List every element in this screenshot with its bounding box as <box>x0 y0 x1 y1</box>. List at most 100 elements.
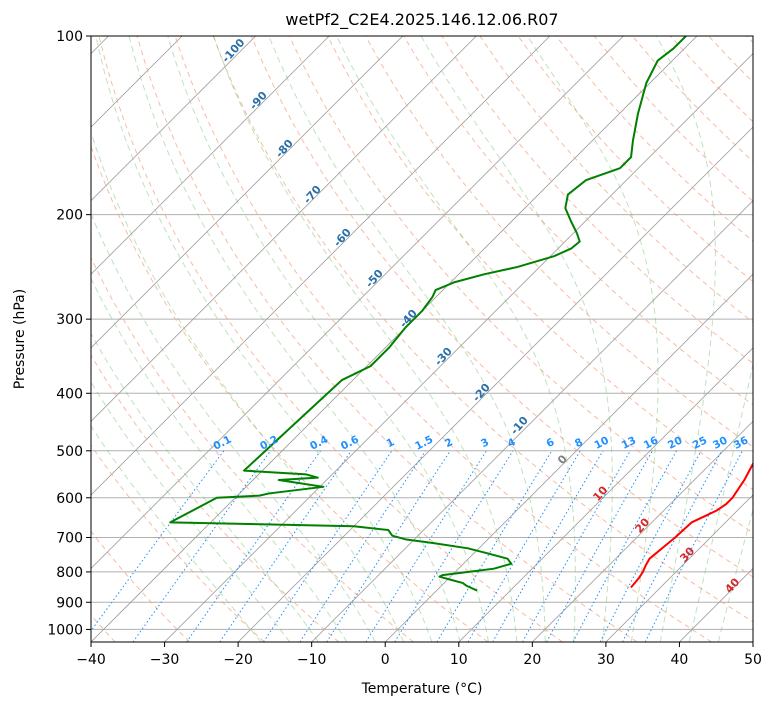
moist-adiabat <box>91 212 376 642</box>
y-tick-label: 400 <box>56 386 83 402</box>
y-axis-label: Pressure (hPa) <box>12 289 28 389</box>
mixing-ratio-label: 1.5 <box>413 434 435 453</box>
mixing-ratio-line <box>644 450 743 642</box>
dry-adiabat <box>212 36 753 623</box>
x-tick-label: −20 <box>223 652 253 668</box>
dry-adiabat <box>98 36 563 642</box>
mixing-ratio-line <box>219 450 352 642</box>
moist-adiabat <box>336 36 576 642</box>
sounding-profiles <box>169 36 753 592</box>
mixing-ratio-lines <box>91 450 743 642</box>
dry-adiabat-label: 10 <box>590 483 610 503</box>
isotherm <box>91 36 256 202</box>
dry-adiabat-label: 30 <box>677 544 697 564</box>
moist-adiabat <box>420 36 613 642</box>
dry-adiabat-label: -10 <box>508 414 531 438</box>
mixing-ratio-line <box>186 450 321 642</box>
moist-adiabat <box>268 36 546 642</box>
moist-adiabat <box>213 36 518 642</box>
dry-adiabat <box>91 444 265 642</box>
mixing-ratio-line <box>299 450 426 642</box>
dry-adiabat <box>631 36 753 162</box>
moist-adiabat <box>95 36 433 642</box>
dry-adiabat <box>174 36 713 642</box>
mixing-ratio-label: 0.2 <box>258 434 280 453</box>
dewpoint-profile <box>169 36 687 592</box>
isotherm <box>91 36 624 570</box>
y-tick-label: 100 <box>56 29 83 45</box>
dry-adiabat <box>403 36 753 406</box>
dry-adiabat <box>91 530 191 642</box>
x-tick-label: 30 <box>597 652 615 668</box>
mixing-ratio-label: 6 <box>544 436 556 450</box>
isotherm <box>384 273 753 642</box>
mixing-ratio-label: 4 <box>506 436 518 450</box>
pressure-gridlines <box>91 36 753 630</box>
mixing-ratio-line <box>263 450 393 642</box>
x-tick-label: −10 <box>297 652 327 668</box>
mixing-ratio-label: 16 <box>642 434 660 451</box>
mixing-ratio-label: 30 <box>711 434 729 451</box>
mixing-ratio-label: 0.4 <box>308 434 330 453</box>
dry-adiabat <box>91 145 489 642</box>
dry-adiabat-label: -40 <box>397 307 420 331</box>
dry-adiabat <box>136 36 638 642</box>
mixing-ratio-line <box>91 450 225 632</box>
mixing-ratio-label: 10 <box>592 434 610 451</box>
x-tick-label: −40 <box>76 652 106 668</box>
isotherm <box>91 36 330 275</box>
mixing-ratio-label: 25 <box>691 434 709 451</box>
moist-adiabat <box>167 36 489 642</box>
y-tick-label: 500 <box>56 444 83 460</box>
dry-adiabat-label: -50 <box>363 267 386 291</box>
dry-adiabats <box>91 36 753 642</box>
dry-adiabat <box>479 36 753 323</box>
mixing-ratio-label: 3 <box>479 436 491 450</box>
moist-adiabat <box>655 36 716 642</box>
x-tick-label: 40 <box>671 652 689 668</box>
dry-adiabat-label: -30 <box>432 345 455 369</box>
dry-adiabat-label: -60 <box>331 226 354 250</box>
dry-adiabat <box>517 36 753 283</box>
isotherm <box>532 420 753 642</box>
plot-frame <box>90 35 754 643</box>
mixing-ratio-label: 2 <box>443 436 455 450</box>
isotherm <box>237 126 753 642</box>
mixing-ratio-line <box>546 450 653 642</box>
dry-adiabat <box>250 36 753 578</box>
dry-adiabat-label: 40 <box>722 575 742 595</box>
isotherm <box>311 200 753 642</box>
moist-adiabat <box>91 381 291 642</box>
moist-adiabat <box>91 130 405 642</box>
dry-adiabat <box>746 36 753 44</box>
dry-adiabat-label: -80 <box>273 137 296 161</box>
x-tick-label: 50 <box>744 652 762 668</box>
chart-title: wetPf2_C2E4.2025.146.12.06.R07 <box>285 10 558 30</box>
y-tick-label: 300 <box>56 312 83 328</box>
dry-adiabat-label: -20 <box>470 381 493 405</box>
moist-adiabat <box>688 362 753 642</box>
x-tick-label: −30 <box>150 652 180 668</box>
x-tick-label: 0 <box>381 652 390 668</box>
mixing-ratio-line <box>599 450 702 642</box>
moist-adiabat <box>717 508 753 642</box>
moist-adiabat <box>128 36 461 642</box>
y-tick-label: 200 <box>56 208 83 224</box>
dry-adiabat-label: 0 <box>555 452 570 467</box>
mixing-ratio-label: 36 <box>732 434 750 451</box>
y-tick-label: 900 <box>56 595 83 611</box>
dry-adiabat <box>288 36 753 534</box>
y-tick-label: 1000 <box>47 622 83 638</box>
x-tick-label: 10 <box>450 652 468 668</box>
mixing-ratio-label: 1 <box>385 436 397 450</box>
mixing-ratio-line <box>436 450 553 642</box>
moist-adiabat <box>527 36 659 642</box>
mixing-ratio-label: 13 <box>620 434 638 451</box>
isotherm <box>458 347 753 642</box>
mixing-ratio-label: 20 <box>666 434 684 451</box>
mixing-ratio-line <box>365 450 487 642</box>
y-tick-label: 800 <box>56 565 83 581</box>
mixing-ratio-line <box>467 450 581 642</box>
mixing-ratio-label: 0.1 <box>211 434 233 453</box>
isotherm <box>164 52 753 642</box>
